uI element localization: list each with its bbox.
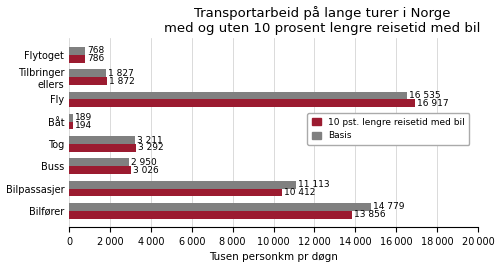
- Text: 16 535: 16 535: [410, 91, 441, 100]
- Bar: [69, 181, 296, 188]
- Bar: [69, 136, 134, 144]
- Text: 1 827: 1 827: [108, 69, 134, 78]
- Bar: [69, 99, 415, 107]
- Bar: [69, 158, 130, 166]
- Bar: [69, 166, 131, 174]
- Text: 3 292: 3 292: [138, 143, 164, 152]
- Bar: [69, 92, 407, 99]
- Text: 768: 768: [87, 46, 104, 55]
- Text: 10 412: 10 412: [284, 188, 316, 197]
- Text: 14 779: 14 779: [374, 202, 405, 211]
- Bar: [69, 69, 106, 77]
- Text: 13 856: 13 856: [354, 210, 386, 219]
- X-axis label: Tusen personkm pr døgn: Tusen personkm pr døgn: [209, 252, 338, 262]
- Bar: [69, 211, 352, 219]
- Text: 16 917: 16 917: [417, 99, 448, 108]
- Bar: [69, 203, 372, 211]
- Bar: [69, 122, 73, 129]
- Text: 786: 786: [87, 54, 104, 63]
- Text: 194: 194: [75, 121, 92, 130]
- Bar: [69, 47, 84, 55]
- Legend: 10 pst. lengre reisetid med bil, Basis: 10 pst. lengre reisetid med bil, Basis: [308, 113, 470, 145]
- Text: 3 211: 3 211: [137, 136, 162, 144]
- Text: 11 113: 11 113: [298, 180, 330, 189]
- Bar: [69, 77, 108, 85]
- Text: 1 872: 1 872: [110, 77, 135, 85]
- Title: Transportarbeid på lange turer i Norge
med og uten 10 prosent lengre reisetid me: Transportarbeid på lange turer i Norge m…: [164, 6, 481, 35]
- Bar: [69, 114, 73, 122]
- Text: 2 950: 2 950: [132, 158, 157, 167]
- Text: 189: 189: [75, 113, 92, 122]
- Text: 3 026: 3 026: [133, 166, 158, 175]
- Bar: [69, 144, 136, 152]
- Bar: [69, 188, 282, 196]
- Bar: [69, 55, 85, 63]
